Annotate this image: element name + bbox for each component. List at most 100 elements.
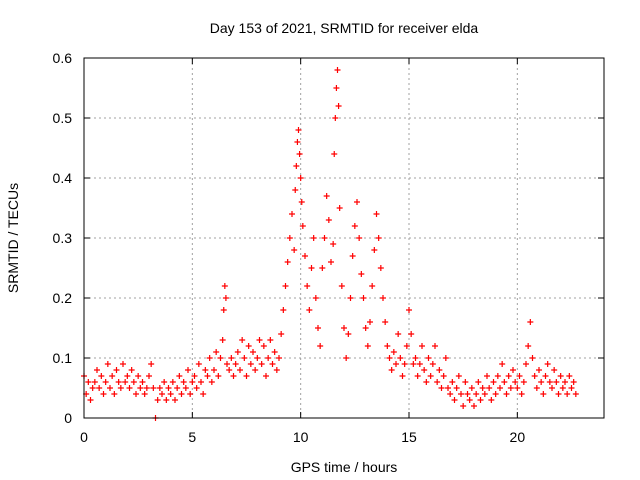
data-point bbox=[447, 391, 454, 397]
data-point bbox=[128, 367, 135, 373]
data-point bbox=[564, 391, 571, 397]
data-point bbox=[308, 265, 315, 271]
data-point bbox=[488, 397, 495, 403]
data-point bbox=[312, 295, 319, 301]
data-point bbox=[113, 367, 120, 373]
data-point bbox=[449, 379, 456, 385]
data-point bbox=[167, 391, 174, 397]
data-point bbox=[85, 379, 92, 385]
data-point bbox=[215, 373, 222, 379]
data-point bbox=[296, 151, 303, 157]
data-point bbox=[453, 385, 460, 391]
data-point bbox=[371, 247, 378, 253]
data-point bbox=[382, 319, 389, 325]
data-point bbox=[408, 331, 415, 337]
data-point bbox=[202, 367, 209, 373]
data-point bbox=[375, 235, 382, 241]
data-point bbox=[455, 373, 462, 379]
data-point bbox=[486, 385, 493, 391]
data-point bbox=[479, 385, 486, 391]
data-point bbox=[473, 391, 480, 397]
data-point bbox=[377, 265, 384, 271]
data-point bbox=[306, 307, 313, 313]
data-point bbox=[395, 331, 402, 337]
data-point bbox=[492, 391, 499, 397]
x-tick-label: 0 bbox=[80, 429, 88, 445]
data-point bbox=[299, 223, 306, 229]
data-point bbox=[317, 343, 324, 349]
data-point bbox=[335, 103, 342, 109]
data-point bbox=[412, 355, 419, 361]
data-point bbox=[373, 211, 380, 217]
data-point bbox=[475, 379, 482, 385]
data-point bbox=[180, 379, 187, 385]
data-point bbox=[252, 367, 259, 373]
data-point bbox=[332, 115, 339, 121]
data-point bbox=[514, 385, 521, 391]
data-point bbox=[111, 391, 118, 397]
data-point bbox=[237, 367, 243, 373]
data-point bbox=[525, 343, 532, 349]
data-point bbox=[178, 391, 185, 397]
data-point bbox=[102, 379, 109, 385]
data-point bbox=[254, 355, 261, 361]
data-point bbox=[172, 397, 178, 403]
data-point bbox=[384, 343, 391, 349]
data-point bbox=[338, 283, 345, 289]
data-point bbox=[358, 271, 365, 277]
data-point bbox=[258, 361, 265, 367]
data-point bbox=[195, 361, 202, 367]
data-point bbox=[386, 355, 393, 361]
data-point bbox=[354, 199, 360, 205]
data-point bbox=[315, 325, 321, 331]
data-point bbox=[245, 343, 252, 349]
data-point bbox=[96, 385, 103, 391]
data-point bbox=[434, 379, 441, 385]
data-point bbox=[499, 361, 506, 367]
data-point bbox=[538, 379, 545, 385]
data-point bbox=[401, 361, 408, 367]
data-point bbox=[133, 391, 139, 397]
data-point bbox=[298, 199, 305, 205]
data-point bbox=[267, 337, 274, 343]
data-point bbox=[334, 67, 341, 73]
data-point bbox=[269, 361, 276, 367]
data-point bbox=[220, 307, 227, 313]
data-point bbox=[104, 361, 111, 367]
data-point bbox=[523, 361, 529, 367]
data-point bbox=[494, 373, 501, 379]
data-point bbox=[559, 385, 566, 391]
data-point bbox=[115, 379, 122, 385]
data-point bbox=[302, 253, 308, 259]
tick-labels: 0 0.1 0.2 0.3 0.4 0.5 0.6 0 5 10 15 20 bbox=[53, 50, 526, 445]
data-point bbox=[462, 379, 469, 385]
x-tick-label: 10 bbox=[293, 429, 309, 445]
data-point bbox=[137, 385, 144, 391]
data-point bbox=[89, 385, 96, 391]
data-point bbox=[323, 193, 330, 199]
data-point bbox=[159, 391, 165, 397]
data-point bbox=[351, 223, 358, 229]
data-point bbox=[91, 379, 98, 385]
data-point bbox=[239, 337, 246, 343]
x-tick-label: 15 bbox=[401, 429, 417, 445]
data-point bbox=[328, 259, 334, 265]
data-point bbox=[109, 373, 116, 379]
data-point bbox=[445, 385, 451, 391]
data-point bbox=[345, 331, 352, 337]
data-point bbox=[297, 175, 304, 181]
data-point bbox=[304, 283, 311, 289]
data-point bbox=[347, 295, 354, 301]
data-point bbox=[425, 355, 432, 361]
data-point bbox=[325, 217, 332, 223]
data-point bbox=[321, 235, 328, 241]
data-point bbox=[520, 379, 527, 385]
data-point bbox=[143, 385, 150, 391]
data-point bbox=[466, 397, 473, 403]
data-point bbox=[185, 367, 191, 373]
data-point bbox=[440, 373, 447, 379]
data-point bbox=[200, 391, 207, 397]
data-point bbox=[98, 373, 105, 379]
data-point bbox=[551, 367, 558, 373]
data-point bbox=[572, 391, 579, 397]
